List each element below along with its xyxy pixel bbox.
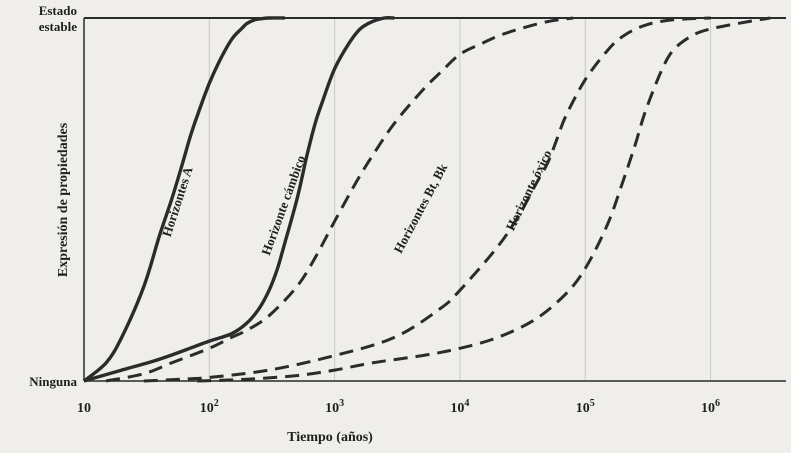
series-line-2 bbox=[83, 16, 395, 383]
x-axis-title: Tiempo (años) bbox=[287, 430, 373, 445]
series-line-1 bbox=[82, 16, 285, 383]
x-tick-label: 10 bbox=[77, 401, 91, 416]
series-line-3 bbox=[105, 16, 574, 383]
x-tick-label: 104 bbox=[450, 398, 469, 416]
x-tick-label: 105 bbox=[576, 398, 595, 416]
series-group bbox=[82, 16, 771, 383]
curve-label: Horizonte cámbico bbox=[258, 153, 308, 257]
axes bbox=[83, 17, 786, 382]
curve-label: Horizontes A bbox=[159, 164, 196, 238]
curve-label: Horizontes Bt, Bk bbox=[390, 160, 450, 255]
x-tick-label: 102 bbox=[200, 398, 219, 416]
series-line-4 bbox=[143, 16, 711, 383]
curve-labels: Horizontes A Horizonte cámbico Horizontes … bbox=[159, 148, 555, 258]
x-tick-label: 106 bbox=[701, 398, 720, 416]
y-tick-label: Ninguna bbox=[29, 374, 77, 389]
curve-label: Horizonte óxico bbox=[503, 148, 555, 233]
y-tick-label: estable bbox=[39, 19, 78, 34]
x-tick-label: 103 bbox=[325, 398, 344, 416]
series-line-5 bbox=[197, 16, 771, 383]
y-axis-title: Expresión de propiedades bbox=[56, 122, 71, 277]
y-tick-label: Estado bbox=[39, 3, 77, 18]
